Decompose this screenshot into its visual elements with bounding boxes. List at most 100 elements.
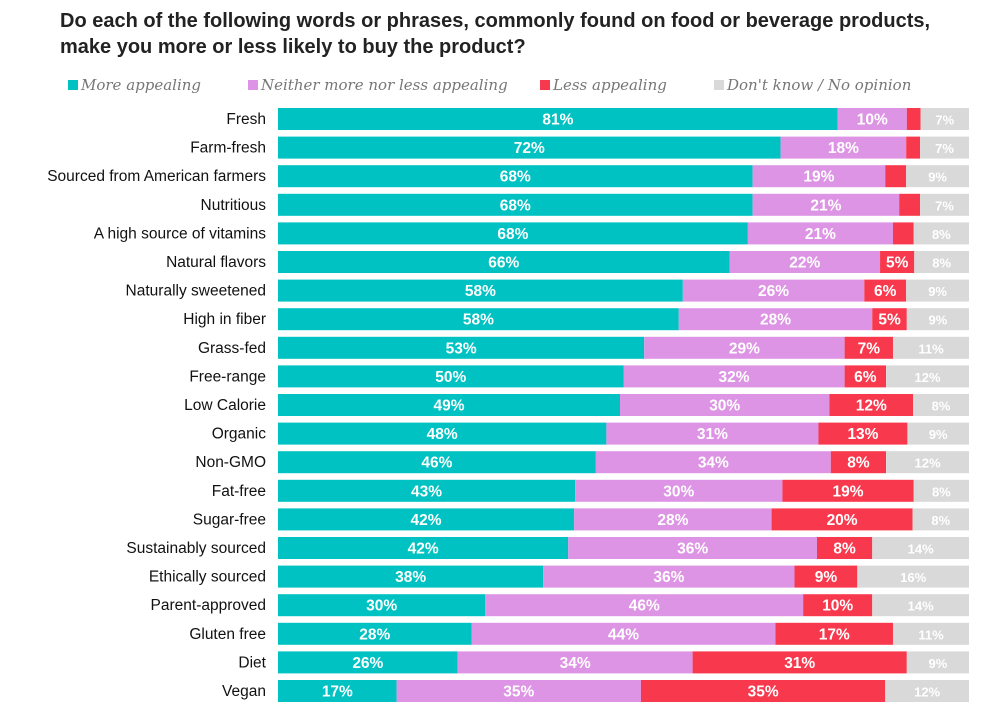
bar-row: Fresh 81% 10% 7% — [226, 108, 969, 130]
bar-segment-more-appealing — [278, 108, 838, 130]
data-label: 19% — [833, 483, 864, 500]
bar-segment-more-appealing — [278, 336, 645, 359]
bar-segment-neither — [595, 451, 831, 474]
category-label: Gluten free — [189, 626, 266, 643]
data-label: 14% — [908, 599, 934, 614]
bar-segment-dont-know — [920, 136, 969, 159]
chart-title: Do each of the following words or phrase… — [60, 10, 931, 58]
data-label: 8% — [932, 256, 951, 271]
data-label: 28% — [760, 312, 791, 329]
data-label: 72% — [514, 140, 545, 157]
bar-row: Nutritious 68% 21% 7% — [201, 193, 969, 216]
bar-segment-more-appealing — [278, 165, 753, 188]
data-label: 18% — [828, 140, 859, 157]
data-label: 22% — [789, 255, 820, 272]
data-label: 30% — [366, 598, 397, 615]
bar-segment-neither — [471, 622, 776, 645]
bar-segment-dont-know — [913, 222, 969, 245]
bar-row: Gluten free 28% 44% 17% 11% — [189, 622, 969, 645]
category-label: Diet — [238, 654, 266, 671]
bar-segment-dont-know — [886, 451, 969, 474]
bar-row: Low Calorie 49% 30% 12% 8% — [184, 394, 969, 416]
bar-row: Natural flavors 66% 22% 5% 8% — [166, 251, 969, 273]
bar-segment-neither — [837, 108, 907, 130]
bar-segment-more-appealing — [278, 651, 458, 674]
data-label: 9% — [815, 569, 838, 586]
bar-segment-dont-know — [912, 508, 969, 531]
bar-segment-dont-know — [857, 565, 969, 588]
data-label: 81% — [542, 112, 573, 129]
data-label: 68% — [500, 169, 531, 186]
bar-segment-less-appealing — [885, 165, 907, 188]
legend-swatch — [714, 80, 724, 90]
data-label: 26% — [758, 283, 789, 300]
data-label: 9% — [928, 284, 947, 299]
data-label: 35% — [748, 684, 779, 701]
bar-segment-less-appealing — [872, 308, 907, 331]
bar-segment-more-appealing — [278, 136, 781, 159]
legend-item-neither: Neither more nor less appealing — [248, 76, 508, 94]
data-label: 6% — [874, 283, 897, 300]
legend-item-more-appealing: More appealing — [68, 76, 201, 94]
data-label: 28% — [359, 626, 390, 643]
data-label: 19% — [803, 169, 834, 186]
data-label: 8% — [833, 541, 856, 558]
bar-segment-dont-know — [920, 193, 969, 216]
legend-swatch — [540, 80, 550, 90]
bar-segment-neither — [396, 680, 641, 702]
bar-segment-neither — [682, 279, 865, 302]
category-label: Free-range — [189, 368, 266, 385]
category-label: Ethically sourced — [149, 569, 266, 586]
data-label: 28% — [657, 512, 688, 529]
data-label: 8% — [932, 484, 951, 499]
bar-segment-neither — [729, 251, 881, 273]
bar-segment-less-appealing — [771, 508, 913, 531]
legend-label: Less appealing — [553, 76, 667, 94]
data-label: 26% — [352, 655, 383, 672]
bar-segment-neither — [644, 336, 845, 359]
bar-segment-dont-know — [885, 680, 969, 702]
data-label: 8% — [932, 227, 951, 242]
bar-row: A high source of vitamins 68% 21% 8% — [94, 222, 969, 245]
data-label: 8% — [847, 455, 870, 472]
bar-segment-more-appealing — [278, 222, 748, 245]
bar-segment-dont-know — [892, 622, 969, 645]
bar-segment-neither — [678, 308, 873, 331]
data-label: 50% — [435, 369, 466, 386]
bar-row: Diet 26% 34% 31% 9% — [238, 651, 969, 674]
data-label: 68% — [497, 226, 528, 243]
bar-row: Sustainably sourced 42% 36% 8% 14% — [126, 537, 969, 559]
data-label: 5% — [886, 255, 909, 272]
bar-segment-neither — [752, 165, 886, 188]
data-label: 53% — [446, 340, 477, 357]
legend-label: Neither more nor less appealing — [261, 76, 508, 94]
bar-segment-less-appealing — [818, 422, 908, 445]
data-label: 12% — [914, 685, 940, 700]
bar-segment-less-appealing — [816, 537, 873, 559]
data-label: 17% — [322, 684, 353, 701]
data-label: 21% — [805, 226, 836, 243]
data-label: 35% — [503, 684, 534, 701]
legend-item-dont-know: Don't know / No opinion — [714, 76, 911, 94]
data-label: 68% — [500, 197, 531, 214]
bar-row: Fat-free 43% 30% 19% 8% — [212, 479, 969, 502]
data-label: 66% — [488, 255, 519, 272]
bar-row: Free-range 50% 32% 6% 12% — [189, 365, 969, 388]
bar-segment-neither — [780, 136, 907, 159]
bar-segment-more-appealing — [278, 565, 544, 588]
bar-segment-less-appealing — [906, 108, 921, 130]
legend-label: More appealing — [81, 76, 202, 94]
bar-segment-less-appealing — [830, 451, 887, 474]
category-label: Natural flavors — [166, 254, 266, 271]
data-label: 14% — [908, 542, 934, 557]
bar-segment-more-appealing — [278, 594, 486, 617]
data-label: 38% — [395, 569, 426, 586]
category-label: Vegan — [222, 683, 266, 700]
category-label: Farm-fresh — [190, 140, 266, 157]
data-label: 20% — [827, 512, 858, 529]
data-label: 10% — [822, 598, 853, 615]
data-label: 58% — [465, 283, 496, 300]
bar-row: Vegan 17% 35% 35% 12% — [222, 680, 969, 702]
data-label: 42% — [408, 541, 439, 558]
data-label: 12% — [915, 456, 941, 471]
